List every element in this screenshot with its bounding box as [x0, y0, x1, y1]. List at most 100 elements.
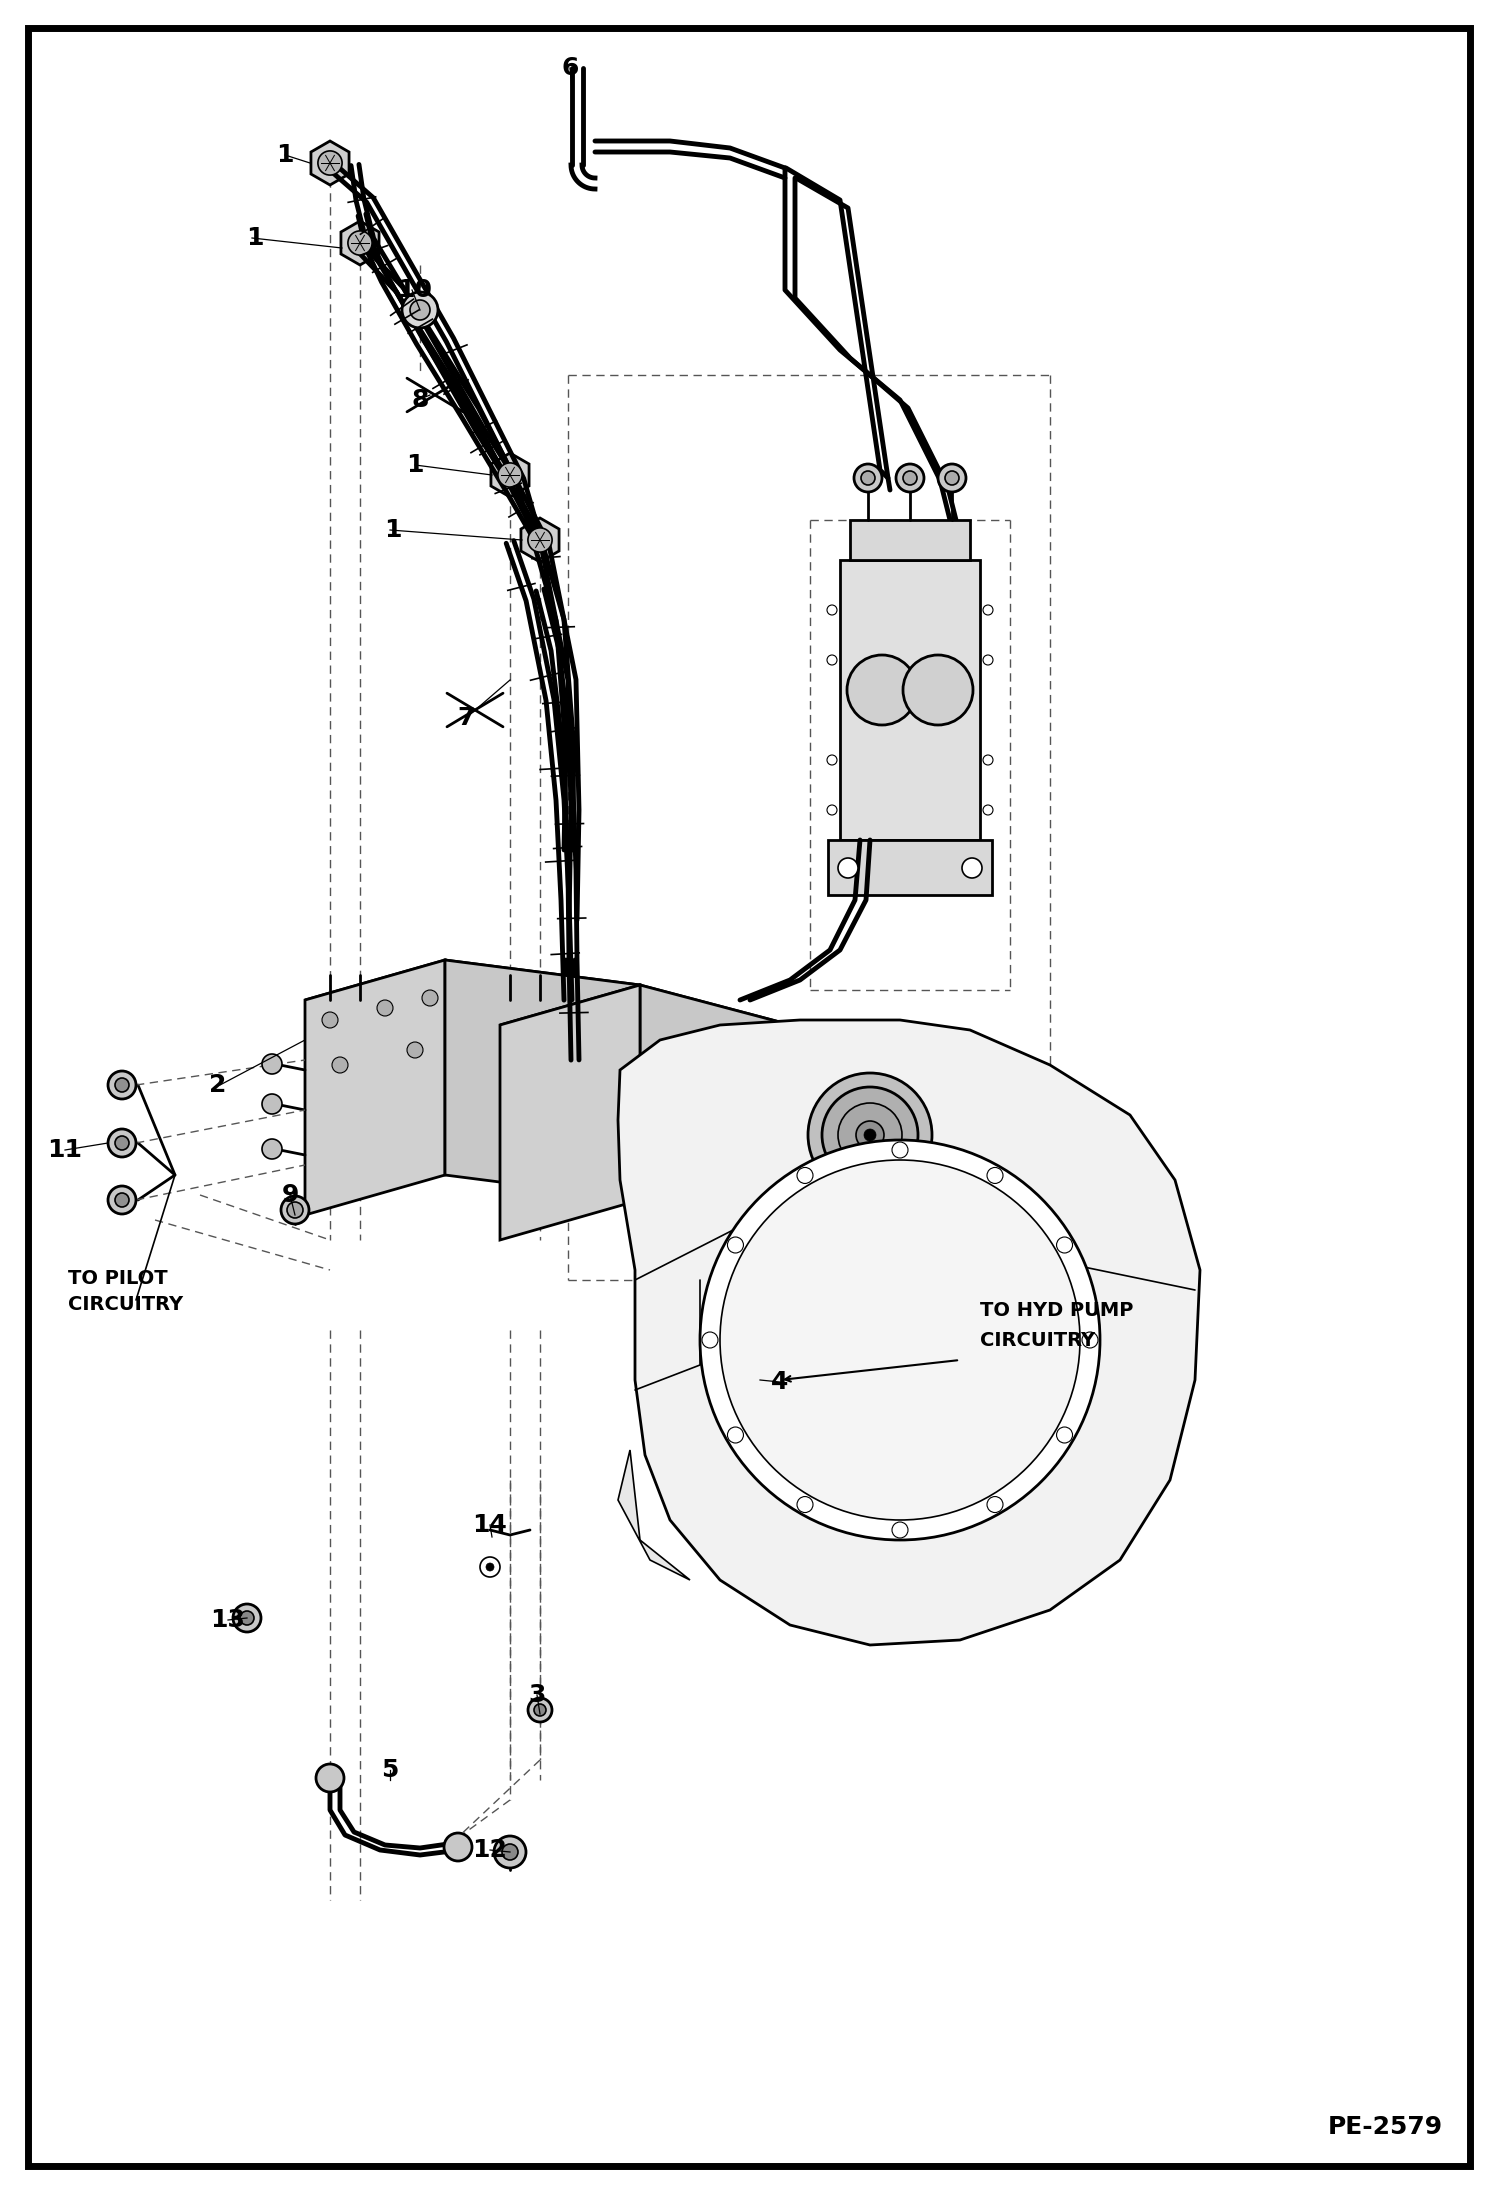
Text: TO PILOT: TO PILOT [67, 1268, 168, 1288]
Circle shape [983, 656, 993, 665]
Circle shape [855, 1121, 884, 1150]
Polygon shape [306, 961, 445, 1215]
Circle shape [983, 606, 993, 614]
Text: TO HYD PUMP: TO HYD PUMP [980, 1301, 1134, 1319]
Circle shape [1056, 1426, 1073, 1444]
Circle shape [903, 656, 974, 724]
Text: 2: 2 [210, 1073, 226, 1097]
Circle shape [422, 989, 437, 1007]
Circle shape [115, 1077, 129, 1093]
Bar [840, 559, 980, 840]
Polygon shape [521, 518, 559, 562]
Circle shape [837, 1104, 902, 1167]
Circle shape [234, 1604, 261, 1632]
Text: 8: 8 [412, 388, 428, 412]
Circle shape [527, 529, 553, 553]
Circle shape [322, 1011, 339, 1029]
Circle shape [497, 463, 523, 487]
Circle shape [945, 472, 959, 485]
Circle shape [494, 1836, 526, 1867]
Circle shape [822, 1086, 918, 1183]
Circle shape [797, 1496, 813, 1512]
Circle shape [262, 1139, 282, 1158]
Polygon shape [445, 961, 640, 1200]
Circle shape [443, 1832, 472, 1861]
Polygon shape [500, 985, 640, 1240]
Circle shape [108, 1071, 136, 1099]
Circle shape [282, 1196, 309, 1224]
Circle shape [533, 1705, 545, 1716]
Circle shape [108, 1187, 136, 1213]
Circle shape [333, 1058, 348, 1073]
Text: CIRCUITRY: CIRCUITRY [980, 1330, 1095, 1349]
Circle shape [827, 755, 837, 766]
Circle shape [846, 656, 917, 724]
Bar [930, 1073, 941, 1196]
Text: 1: 1 [385, 518, 401, 542]
Text: 13: 13 [211, 1608, 246, 1632]
Circle shape [700, 1141, 1100, 1540]
Circle shape [502, 1843, 518, 1861]
Circle shape [903, 472, 917, 485]
Circle shape [891, 1143, 908, 1158]
Circle shape [864, 1130, 876, 1141]
Circle shape [827, 656, 837, 665]
Polygon shape [312, 140, 349, 184]
Circle shape [962, 858, 983, 878]
Circle shape [115, 1194, 129, 1207]
Circle shape [861, 472, 875, 485]
Circle shape [316, 1764, 345, 1792]
Circle shape [721, 1161, 1080, 1520]
Polygon shape [491, 452, 529, 498]
Text: 9: 9 [282, 1183, 298, 1207]
Polygon shape [306, 961, 640, 1025]
Circle shape [797, 1167, 813, 1183]
Circle shape [854, 463, 882, 491]
Circle shape [377, 1000, 392, 1016]
Circle shape [240, 1610, 255, 1626]
Circle shape [703, 1332, 718, 1347]
Text: 7: 7 [457, 706, 475, 731]
Circle shape [479, 1558, 500, 1577]
Text: 4: 4 [771, 1369, 788, 1393]
Circle shape [527, 1698, 551, 1722]
Circle shape [108, 1130, 136, 1156]
Bar [828, 840, 992, 895]
Circle shape [728, 1237, 743, 1253]
Text: CIRCUITRY: CIRCUITRY [67, 1294, 183, 1314]
Circle shape [410, 301, 430, 320]
Text: 1: 1 [276, 143, 294, 167]
Circle shape [983, 805, 993, 814]
Circle shape [987, 1496, 1004, 1512]
Circle shape [288, 1202, 303, 1218]
Circle shape [987, 1167, 1004, 1183]
Text: 11: 11 [48, 1139, 82, 1163]
Circle shape [318, 151, 342, 176]
Circle shape [1082, 1332, 1098, 1347]
Text: 12: 12 [472, 1839, 508, 1863]
Circle shape [485, 1562, 494, 1571]
Circle shape [1056, 1237, 1073, 1253]
Circle shape [348, 230, 372, 255]
Polygon shape [342, 222, 379, 265]
Text: 10: 10 [397, 279, 433, 303]
Bar [849, 520, 971, 559]
Circle shape [807, 1073, 932, 1198]
Polygon shape [619, 1020, 1200, 1646]
Circle shape [983, 755, 993, 766]
Circle shape [115, 1136, 129, 1150]
Circle shape [938, 463, 966, 491]
Text: 5: 5 [382, 1757, 398, 1782]
Text: 1: 1 [246, 226, 264, 250]
Circle shape [262, 1095, 282, 1115]
Polygon shape [640, 985, 810, 1244]
Circle shape [891, 1523, 908, 1538]
Text: 3: 3 [529, 1683, 545, 1707]
Polygon shape [500, 985, 810, 1071]
Polygon shape [619, 1450, 691, 1580]
Text: 6: 6 [562, 57, 578, 79]
Circle shape [837, 858, 858, 878]
Text: PE-2579: PE-2579 [1327, 2115, 1443, 2139]
Circle shape [896, 463, 924, 491]
Circle shape [728, 1426, 743, 1444]
